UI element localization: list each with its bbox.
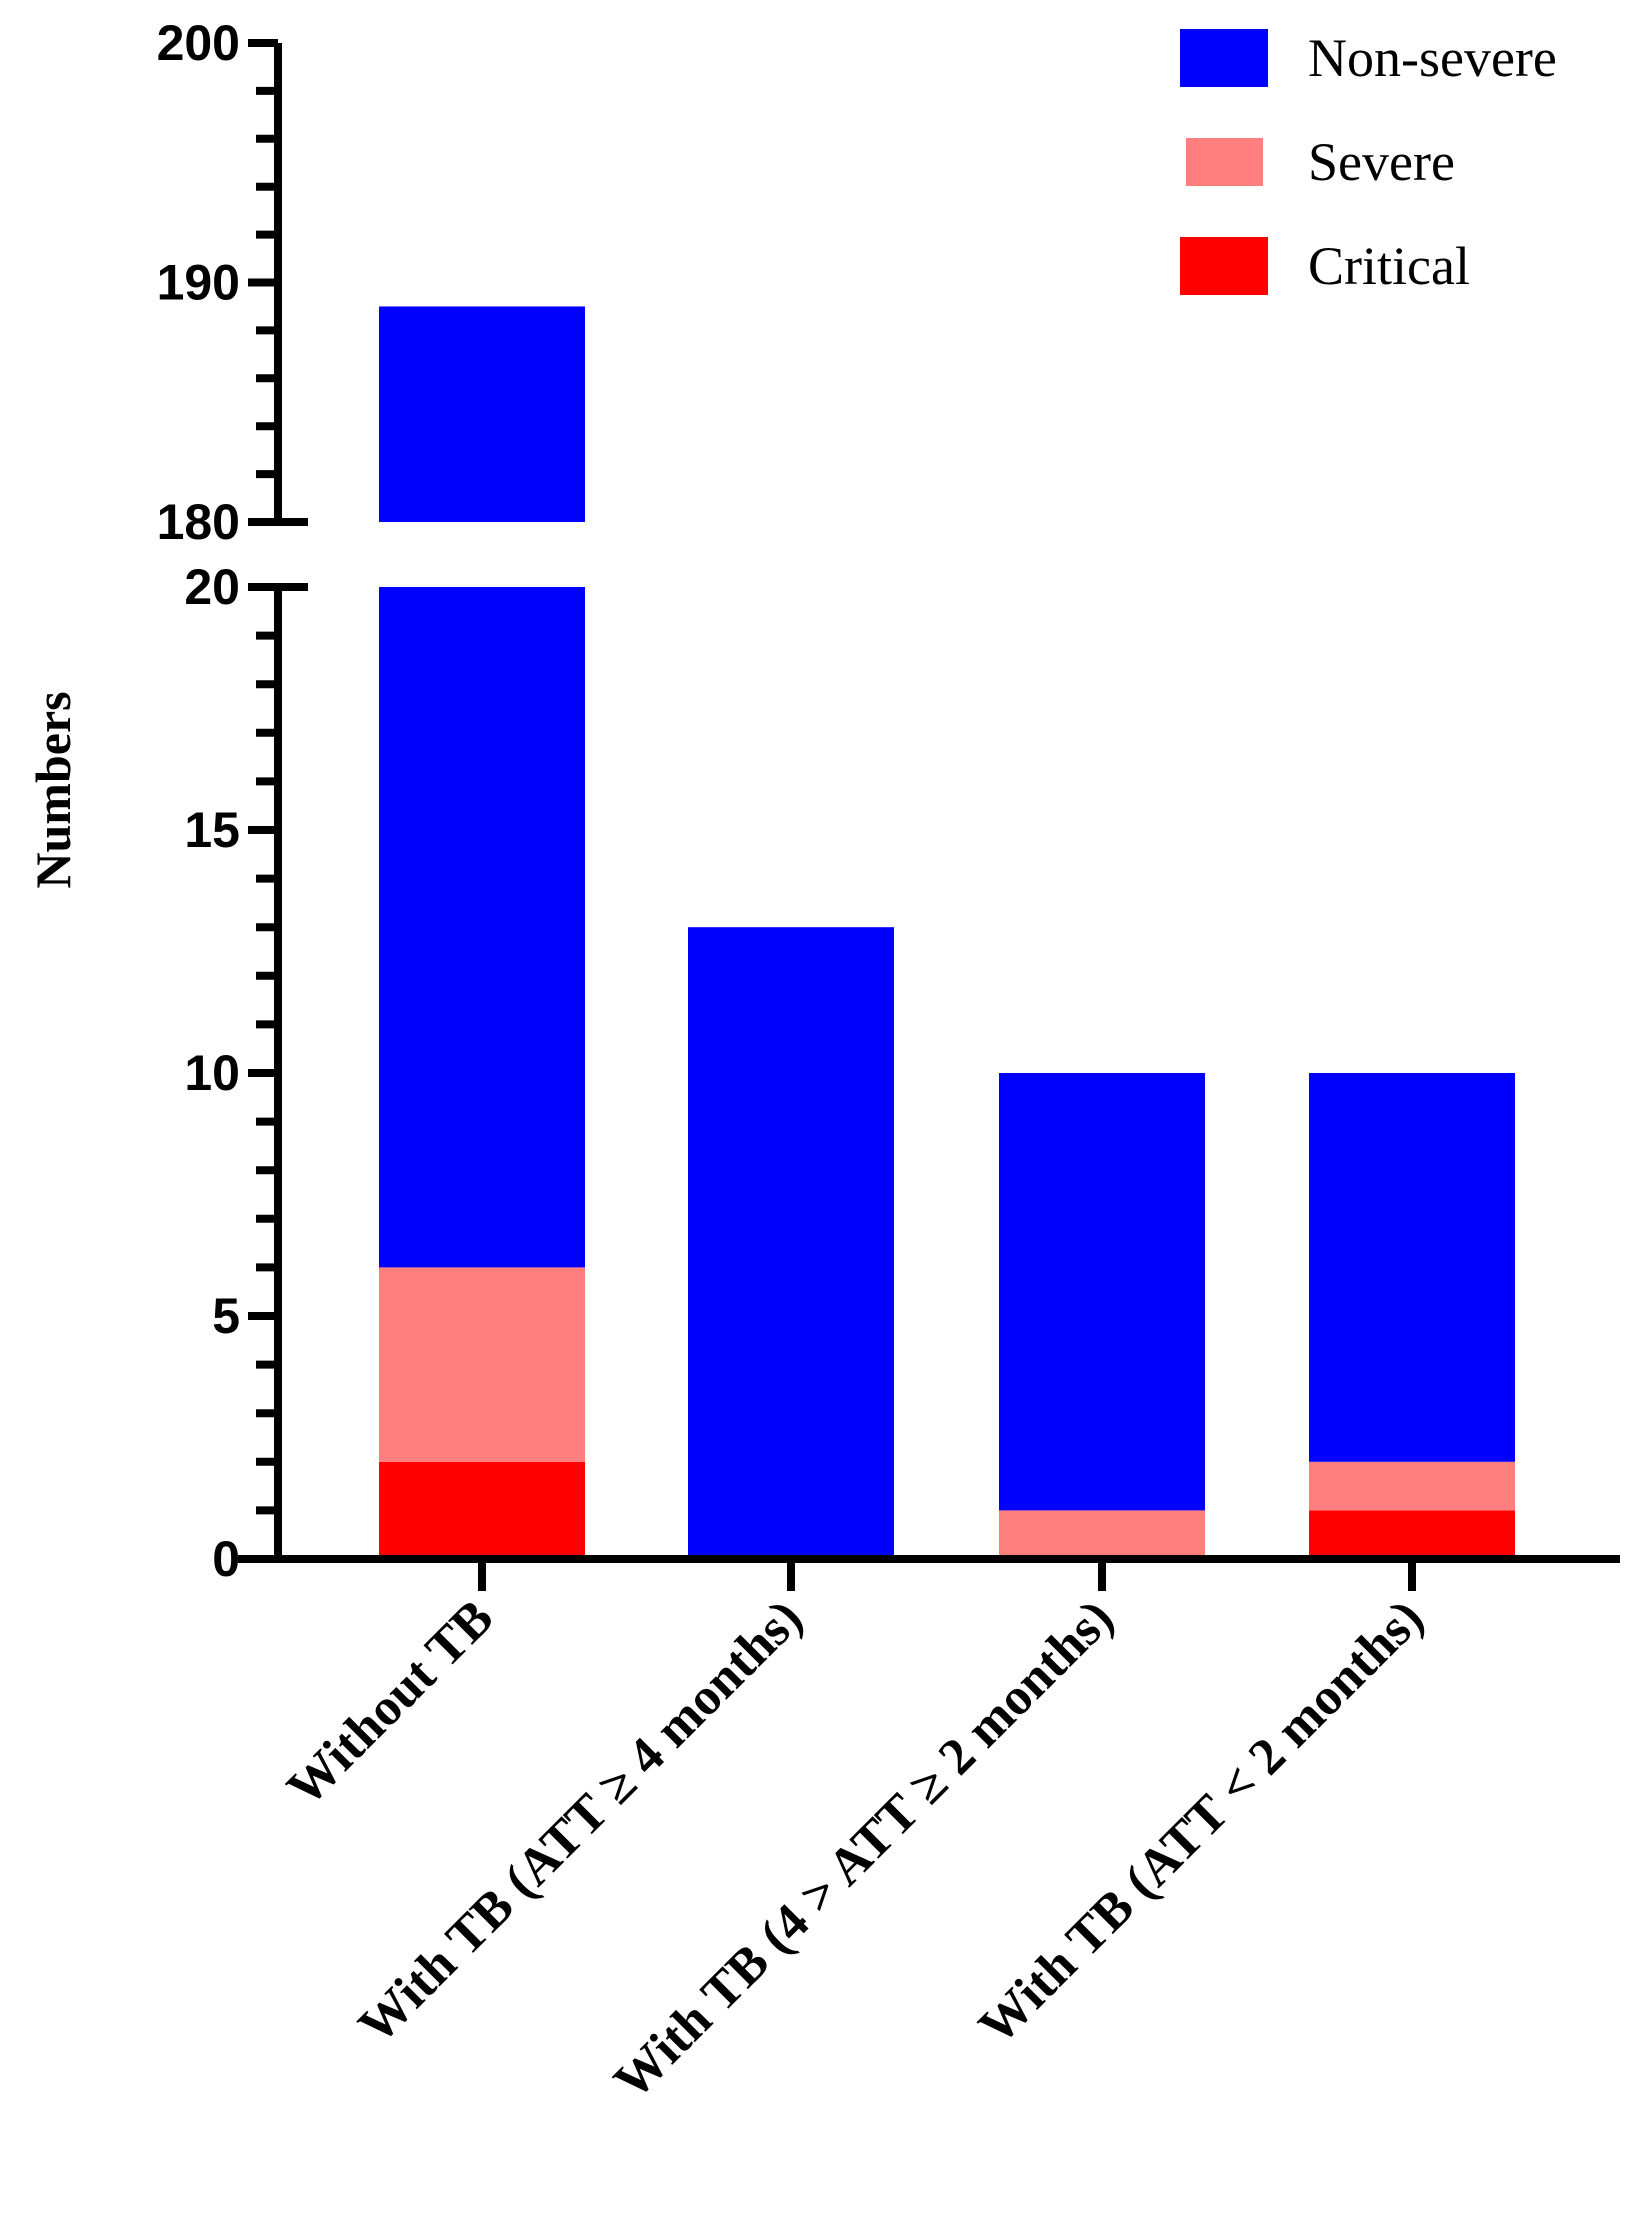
legend-label: Severe <box>1308 132 1455 192</box>
y-tick-label: 5 <box>212 1288 240 1344</box>
y-axis-title: Numbers <box>25 691 81 888</box>
legend-item-severe: Severe <box>1186 132 1455 192</box>
bar-segment-critical <box>1309 1510 1515 1559</box>
bar-segment-non-severe <box>379 306 585 522</box>
bar-segment-critical <box>379 1461 585 1559</box>
y-tick-label: 10 <box>184 1045 240 1101</box>
y-tick-label: 200 <box>157 15 240 71</box>
x-category-label: With TB (4 > ATT ≥ 2 months) <box>603 1589 1124 2110</box>
legend-label: Critical <box>1308 236 1470 296</box>
legend-swatch <box>1186 138 1263 186</box>
y-tick-label: 190 <box>157 255 240 311</box>
legend: Non-severe Severe Critical <box>1180 28 1557 296</box>
bar-segment-non-severe <box>379 587 585 1268</box>
y-tick-label: 20 <box>184 559 240 615</box>
bars <box>379 306 1515 1559</box>
bar-segment-severe <box>1309 1461 1515 1511</box>
bar-segment-non-severe <box>1309 1073 1515 1462</box>
legend-item-non-severe: Non-severe <box>1180 28 1557 88</box>
legend-label: Non-severe <box>1308 28 1557 88</box>
bar-segment-severe <box>379 1267 585 1462</box>
bar-segment-non-severe <box>688 927 894 1559</box>
y-axis: 0 5 10 15 20 180 190 200 <box>157 15 308 1587</box>
y-tick-label: 0 <box>212 1531 240 1587</box>
bar-segment-severe <box>999 1510 1205 1559</box>
y-tick-label: 15 <box>184 802 240 858</box>
y-tick-label: 180 <box>157 494 240 550</box>
legend-swatch <box>1180 237 1268 295</box>
legend-item-critical: Critical <box>1180 236 1470 296</box>
x-category-label: Without TB <box>276 1589 504 1817</box>
legend-swatch <box>1180 29 1268 87</box>
bar-segment-non-severe <box>999 1073 1205 1511</box>
